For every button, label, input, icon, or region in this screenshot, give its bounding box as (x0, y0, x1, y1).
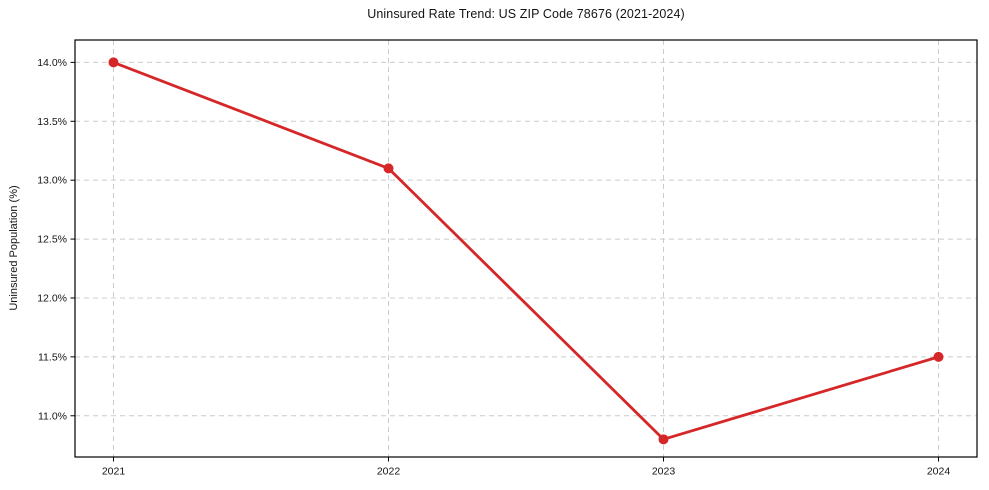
data-point-marker (933, 351, 944, 362)
trend-line (112, 60, 940, 441)
x-tick-label: 2024 (927, 466, 951, 478)
x-tick-label: 2021 (102, 466, 126, 478)
y-tick-label: 13.5% (37, 116, 67, 128)
data-point-marker (108, 57, 119, 68)
axes-spines (74, 39, 978, 458)
y-tick-label: 12.5% (37, 234, 67, 246)
data-point-marker (658, 434, 669, 445)
y-tick-label: 11.5% (38, 351, 67, 363)
x-tick-label: 2023 (652, 466, 676, 478)
data-point-marker (383, 163, 394, 174)
y-tick-label: 13.0% (37, 175, 67, 187)
chart-title: Uninsured Rate Trend: US ZIP Code 78676 … (367, 7, 685, 21)
y-tick-label: 14.0% (37, 57, 67, 69)
y-tick-label: 11.0% (38, 410, 67, 422)
x-tick-label: 2022 (377, 466, 401, 478)
y-tick-label: 12.0% (37, 292, 67, 304)
